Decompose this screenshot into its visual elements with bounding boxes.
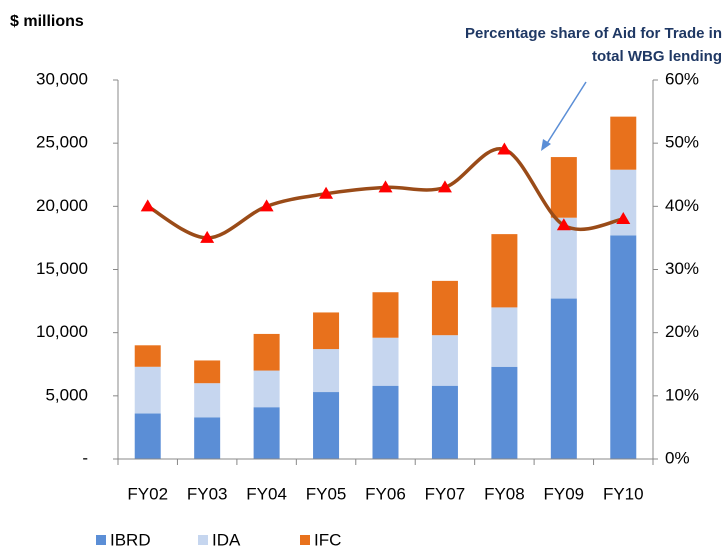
annotation-arrow: [545, 81, 587, 146]
bar: [372, 292, 399, 338]
bar: [550, 298, 577, 459]
x-tick-label: FY07: [425, 484, 466, 503]
bar: [431, 335, 458, 386]
y-tick-label: 15,000: [36, 259, 88, 278]
y2-tick-label: 0%: [665, 448, 690, 467]
annotation: Percentage share of Aid for Trade in: [465, 25, 722, 42]
bar: [313, 392, 340, 459]
bar: [134, 366, 161, 414]
marker: [319, 186, 334, 199]
x-tick-label: FY02: [127, 484, 168, 503]
y2-tick-label: 50%: [665, 133, 699, 152]
bar: [431, 280, 458, 336]
bar: [194, 417, 221, 459]
bar: [610, 169, 637, 236]
x-tick-label: FY09: [544, 484, 585, 503]
y-tick-label: -: [82, 448, 88, 467]
bar: [550, 157, 577, 218]
y-axis-title: $ millions: [10, 13, 84, 30]
y-tick-label: 25,000: [36, 133, 88, 152]
annotation: total WBG lending: [592, 48, 722, 65]
y-tick-label: 30,000: [36, 69, 88, 88]
x-tick-label: FY03: [187, 484, 228, 503]
y-tick-label: 20,000: [36, 196, 88, 215]
bar: [194, 360, 221, 384]
bar: [253, 370, 280, 408]
legend-swatch: [198, 535, 208, 545]
bar: [313, 312, 340, 350]
marker: [437, 180, 452, 193]
y2-tick-label: 20%: [665, 322, 699, 341]
bar: [610, 235, 637, 459]
bar: [431, 385, 458, 459]
y-tick-label: 10,000: [36, 322, 88, 341]
x-tick-label: FY08: [484, 484, 525, 503]
legend-label: IFC: [314, 530, 341, 549]
x-tick-label: FY05: [306, 484, 347, 503]
bar: [253, 407, 280, 459]
y2-tick-label: 30%: [665, 259, 699, 278]
y2-tick-label: 60%: [665, 69, 699, 88]
bar: [550, 217, 577, 299]
bar: [194, 383, 221, 418]
bar: [372, 385, 399, 459]
legend-swatch: [96, 535, 106, 545]
bar: [491, 307, 518, 367]
legend-swatch: [300, 535, 310, 545]
bar: [610, 116, 637, 170]
marker: [259, 199, 274, 212]
x-tick-label: FY10: [603, 484, 644, 503]
marker: [616, 211, 631, 224]
bar: [372, 337, 399, 386]
marker: [556, 218, 571, 231]
line: [146, 147, 624, 240]
x-tick-label: FY06: [365, 484, 406, 503]
bar: [491, 366, 518, 459]
y2-tick-label: 40%: [665, 196, 699, 215]
bar: [491, 234, 518, 308]
legend-label: IDA: [212, 530, 241, 549]
bar: [134, 413, 161, 459]
y2-tick-label: 10%: [665, 385, 699, 404]
bar: [253, 333, 280, 371]
marker: [140, 199, 155, 212]
marker: [497, 142, 512, 155]
x-tick-label: FY04: [246, 484, 287, 503]
bar: [313, 349, 340, 393]
arrow-head: [541, 139, 551, 151]
y-tick-label: 5,000: [45, 385, 88, 404]
marker: [378, 180, 393, 193]
bar: [134, 345, 161, 367]
legend-label: IBRD: [110, 530, 151, 549]
marker: [200, 230, 215, 243]
